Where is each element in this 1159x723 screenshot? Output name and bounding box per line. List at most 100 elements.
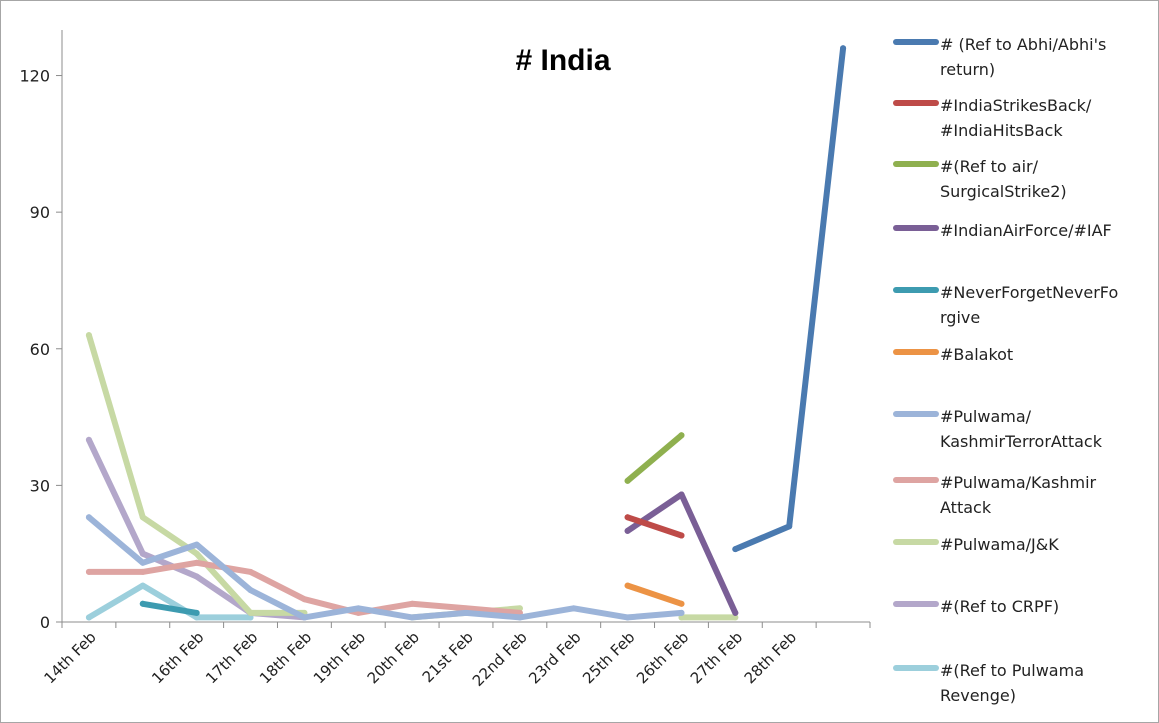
data-point [139,559,146,566]
data-point [624,614,631,621]
legend-label: #NeverForgetNeverFo [940,283,1118,302]
legend-label: #Pulwama/ [940,407,1032,426]
data-point [409,600,416,607]
data-point [678,491,685,498]
data-point [193,614,200,621]
data-point [732,546,739,553]
x-tick-label: 20th Feb [364,628,423,687]
series-line [624,582,685,607]
legend-item: #NeverForgetNeverFo rgive [893,283,1118,327]
series-line [85,582,254,621]
series-line [85,514,685,621]
series-line [624,432,685,484]
data-point [85,436,92,443]
data-point [624,514,631,521]
legend-label: Attack [940,498,992,517]
legend-item: #Pulwama/Kashmir Attack [893,473,1097,517]
data-point [247,568,254,575]
data-point [247,609,254,616]
data-point [139,568,146,575]
data-point [570,605,577,612]
legend-label: #(Ref to CRPF) [940,597,1059,616]
x-tick-label: 23rd Feb [525,628,584,687]
data-point [678,609,685,616]
legend-label: KashmirTerrorAttack [940,432,1103,451]
y-tick-label: 30 [30,476,50,495]
data-point [247,587,254,594]
data-point [355,605,362,612]
series-line [85,436,308,621]
legend-item: # (Ref to Abhi/Abhi's return) [893,35,1106,79]
data-point [193,541,200,548]
y-tick-label: 120 [19,67,50,86]
legend-item: #(Ref to air/SurgicalStrike2) [893,157,1067,201]
chart-title: # India [515,44,610,77]
legend-item: #IndiaStrikesBack/ #IndiaHitsBack [893,96,1092,140]
legend-label: #IndianAirForce/#IAF [940,221,1112,240]
series-line [139,600,200,616]
data-point [85,568,92,575]
data-point [463,609,469,616]
y-tick-label: 60 [30,340,50,359]
x-tick-label: 27th Feb [687,628,746,687]
legend-label: #Pulwama/J&K [940,535,1059,554]
data-point [786,523,793,530]
legend-label: # (Ref to Abhi/Abhi's [940,35,1106,54]
x-tick-label: 22nd Feb [469,628,531,690]
x-tick-label: 18th Feb [256,628,315,687]
legend-item: #(Ref to Pulwama Revenge) [893,661,1084,705]
data-point [301,596,308,603]
legend-item: #Pulwama/KashmirTerrorAttack [893,407,1103,451]
y-tick-label: 90 [30,203,50,222]
legend-label: #IndiaStrikesBack/ [940,96,1092,115]
x-tick-label: 28th Feb [741,628,800,687]
legend-label: SurgicalStrike2) [940,182,1067,201]
x-tick-label: 26th Feb [633,628,692,687]
legend-label: #IndiaHitsBack [940,121,1063,140]
data-point [732,609,739,616]
legend-label: return) [940,60,995,79]
data-point [139,600,146,607]
x-tick-label: 25th Feb [579,628,638,687]
legend-item: #Pulwama/J&K [893,535,1059,554]
data-point [193,559,200,566]
legend: # (Ref to Abhi/Abhi's return) #IndiaStrike… [893,35,1118,705]
legend-label: #Pulwama/Kashmir [940,473,1097,492]
legend-item: #Balakot [893,345,1013,364]
data-point [193,550,200,557]
data-point [139,582,146,589]
data-point [624,582,631,589]
data-point [624,527,631,534]
legend-item: #IndianAirForce/#IAF [893,221,1112,240]
y-tick-label: 0 [40,613,50,632]
legend-item: #(Ref to CRPF) [893,597,1059,616]
legend-label: rgive [940,308,980,327]
x-tick-label: 16th Feb [148,628,207,687]
x-tick-label: 17th Feb [202,628,261,687]
legend-label: #(Ref to air/ [940,157,1039,176]
data-point [463,605,469,612]
legend-label: Revenge) [940,686,1016,705]
data-point [409,614,416,621]
data-point [85,332,92,339]
data-point [624,477,631,484]
data-point [139,550,146,557]
data-point [193,609,200,616]
data-point [678,532,685,539]
data-point [85,614,92,621]
series-layer [85,45,847,621]
data-point [840,45,847,52]
data-point [678,600,685,607]
series-line [624,491,739,616]
legend-label: #Balakot [940,345,1013,364]
data-point [139,514,146,521]
x-tick-label: 14th Feb [40,628,99,687]
series-line [732,45,847,553]
data-point [85,514,92,521]
data-point [193,573,200,580]
data-point [516,614,523,621]
data-point [732,614,739,621]
x-tick-label: 19th Feb [310,628,369,687]
